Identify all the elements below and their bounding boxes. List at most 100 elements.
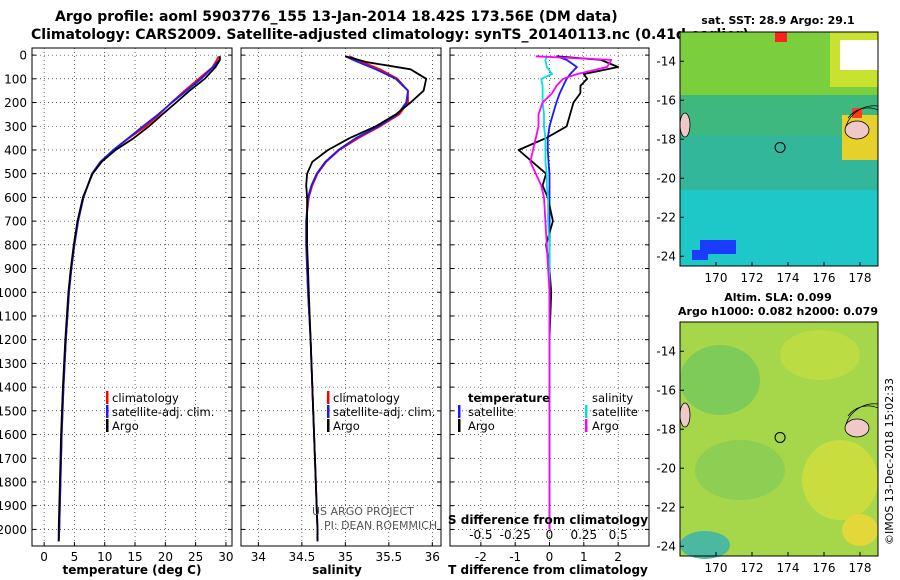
credit-project: US ARGO PROJECT <box>312 505 414 518</box>
depth-tick-label: 1700 <box>0 452 27 466</box>
sst-blue-patch <box>692 250 708 260</box>
difference-tick-label: 0 <box>546 550 554 564</box>
salinity-grid <box>241 48 441 546</box>
depth-tick-label: 1100 <box>0 309 27 323</box>
salinity-panel-frame <box>240 47 442 547</box>
sst-blue-patch <box>700 240 736 254</box>
legend-argo-swatch <box>327 419 330 432</box>
island-viti-levu <box>844 418 870 438</box>
depth-tick-label: 0 <box>19 49 27 63</box>
s-difference-tick-label: 0 <box>546 528 554 542</box>
temperature-lines <box>57 55 221 542</box>
sla-map-axes: 170 172 174 176 178 -14 -16 -18 -20 -22 -24 <box>656 344 871 575</box>
map-lon-tick-label: 174 <box>777 271 800 285</box>
island-vanuatu <box>679 112 691 138</box>
temperature-tick-label: 30 <box>218 550 233 564</box>
legend-t-argo-label: Argo <box>468 419 495 433</box>
salinity-axis-label: salinity <box>312 563 362 577</box>
legend-satellite-swatch <box>327 405 330 418</box>
imos-credit: ©IMOS 13-Dec-2018 15:02:33 <box>883 378 896 545</box>
legend-argo-label: Argo <box>112 419 139 433</box>
sst-red-pixel <box>775 32 787 42</box>
t-difference-axis-label: T difference from climatology <box>448 563 648 577</box>
s-difference-tick-label: 0.5 <box>609 528 628 542</box>
map-lat-tick-label: -20 <box>656 461 676 475</box>
salinity-legend: climatology satellite-adj. clim. Argo <box>327 391 435 433</box>
difference-x-axis: -2 -1 0 1 2 -0.5 -0.25 0 0.25 0.5 <box>469 528 627 564</box>
legend-t-satellite-label: satellite <box>468 405 514 419</box>
legend-climatology-swatch <box>106 391 109 404</box>
depth-tick-label: 400 <box>4 143 27 157</box>
figure-title-line2: Climatology: CARS2009. Satellite-adjuste… <box>31 27 749 43</box>
s-difference-tick-label: -0.5 <box>469 528 492 542</box>
salinity-tick-label: 34.5 <box>289 550 316 564</box>
temperature-legend: climatology satellite-adj. clim. Argo <box>106 391 214 433</box>
map-lat-tick-label: -16 <box>656 383 676 397</box>
difference-salinity-legend: salinity satellite Argo <box>585 391 638 433</box>
temperature-tick-label: 25 <box>188 550 203 564</box>
credit-pi: PI: DEAN ROEMMICH <box>324 519 437 532</box>
temperature-grid <box>32 48 232 546</box>
island-viti-levu <box>844 120 870 140</box>
sst-map <box>679 32 879 266</box>
legend-satellite-label: satellite-adj. clim. <box>112 405 214 419</box>
legend-s-argo-label: Argo <box>592 419 619 433</box>
depth-tick-label: 1500 <box>0 404 27 418</box>
salinity-tick-label: 34 <box>251 550 266 564</box>
map-lat-tick-label: -14 <box>656 54 676 68</box>
legend-climatology-label: climatology <box>112 391 179 405</box>
legend-t-satellite-swatch <box>458 405 461 418</box>
temperature-tick-label: 20 <box>158 550 173 564</box>
map-lon-tick-label: 174 <box>777 561 800 575</box>
sla-low-patch <box>680 345 760 415</box>
sla-high-patch <box>802 440 878 520</box>
salinity-tick-label: 35 <box>338 550 353 564</box>
depth-tick-label: 100 <box>4 72 27 86</box>
legend-climatology-label: climatology <box>333 391 400 405</box>
legend-temperature-heading: temperature <box>468 391 550 405</box>
depth-tick-label: 200 <box>4 96 27 110</box>
depth-tick-label: 1200 <box>0 333 27 347</box>
s-difference-axis-label: S difference from climatology <box>448 513 648 527</box>
map-lat-tick-label: -22 <box>656 210 676 224</box>
island-vanuatu <box>679 402 691 428</box>
depth-tick-label: 1000 <box>0 286 27 300</box>
sst-map-frame <box>679 31 879 267</box>
salinity-tick-label: 35.5 <box>375 550 402 564</box>
temperature-series-argo <box>57 56 221 542</box>
legend-s-satellite-swatch <box>585 405 588 418</box>
map-lat-tick-label: -18 <box>656 422 676 436</box>
depth-tick-label: 2000 <box>0 523 27 537</box>
temperature-tick-label: 0 <box>40 550 48 564</box>
sla-map-title: Altim. SLA: 0.099 <box>724 291 831 304</box>
legend-climatology-swatch <box>327 391 330 404</box>
sla-high-patch <box>842 514 878 546</box>
depth-tick-label: 1800 <box>0 475 27 489</box>
map-lat-tick-label: -24 <box>656 249 676 263</box>
map-lon-tick-label: 176 <box>813 561 836 575</box>
legend-s-satellite-label: satellite <box>592 405 638 419</box>
map-lon-tick-label: 176 <box>813 271 836 285</box>
map-lon-tick-label: 172 <box>741 561 764 575</box>
map-lon-tick-label: 178 <box>849 561 872 575</box>
s-difference-tick-label: -0.25 <box>500 528 531 542</box>
legend-argo-label: Argo <box>333 419 360 433</box>
legend-salinity-heading: salinity <box>592 391 633 405</box>
argo-location-marker <box>774 141 786 153</box>
temperature-axis-label: temperature (deg C) <box>63 563 202 577</box>
map-lat-tick-label: -20 <box>656 171 676 185</box>
legend-satellite-swatch <box>106 405 109 418</box>
sla-low-patch <box>680 531 730 559</box>
eez-line <box>845 403 879 425</box>
s-difference-tick-label: 0.25 <box>570 528 597 542</box>
map-lon-tick-label: 170 <box>705 271 728 285</box>
legend-argo-swatch <box>106 419 109 432</box>
legend-s-argo-swatch <box>585 419 588 432</box>
sla-map <box>679 322 879 559</box>
depth-tick-label: 500 <box>4 167 27 181</box>
depth-tick-label: 700 <box>4 215 27 229</box>
difference-temperature-legend: temperature satellite Argo <box>458 391 550 433</box>
difference-series-t-argo <box>517 55 619 530</box>
map-lat-tick-label: -18 <box>656 132 676 146</box>
sla-map-subtitle: Argo h1000: 0.082 h2000: 0.079 <box>678 305 878 318</box>
